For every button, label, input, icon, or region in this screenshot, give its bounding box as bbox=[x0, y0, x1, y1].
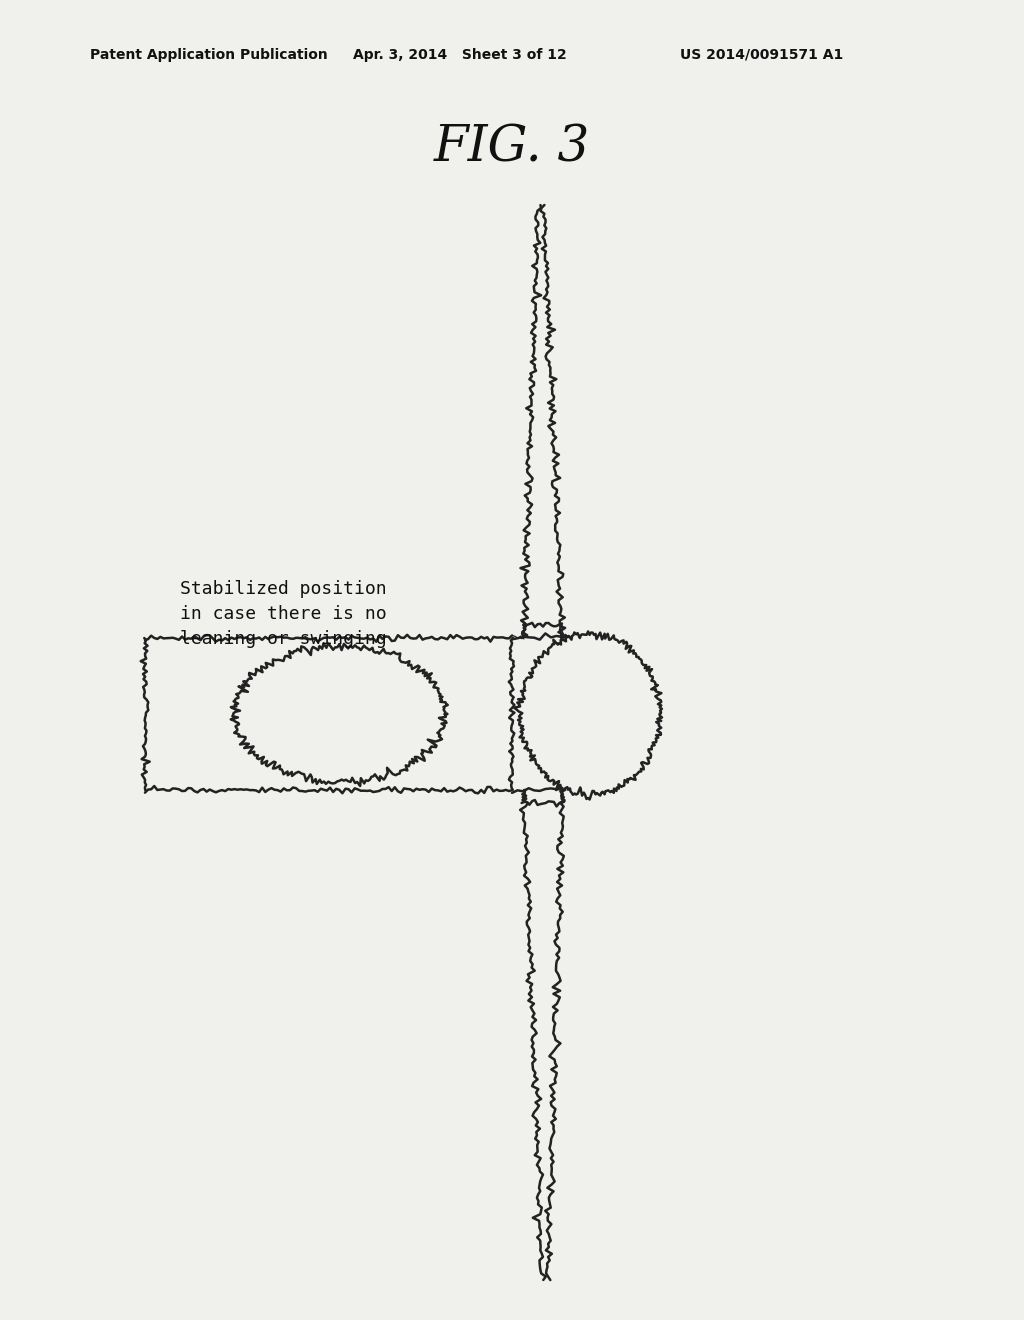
Text: Apr. 3, 2014   Sheet 3 of 12: Apr. 3, 2014 Sheet 3 of 12 bbox=[353, 48, 567, 62]
Text: Patent Application Publication: Patent Application Publication bbox=[90, 48, 328, 62]
Text: FIG. 3: FIG. 3 bbox=[434, 123, 590, 173]
Text: Stabilized position
in case there is no
leaning or swinging: Stabilized position in case there is no … bbox=[180, 579, 387, 648]
Text: US 2014/0091571 A1: US 2014/0091571 A1 bbox=[680, 48, 843, 62]
